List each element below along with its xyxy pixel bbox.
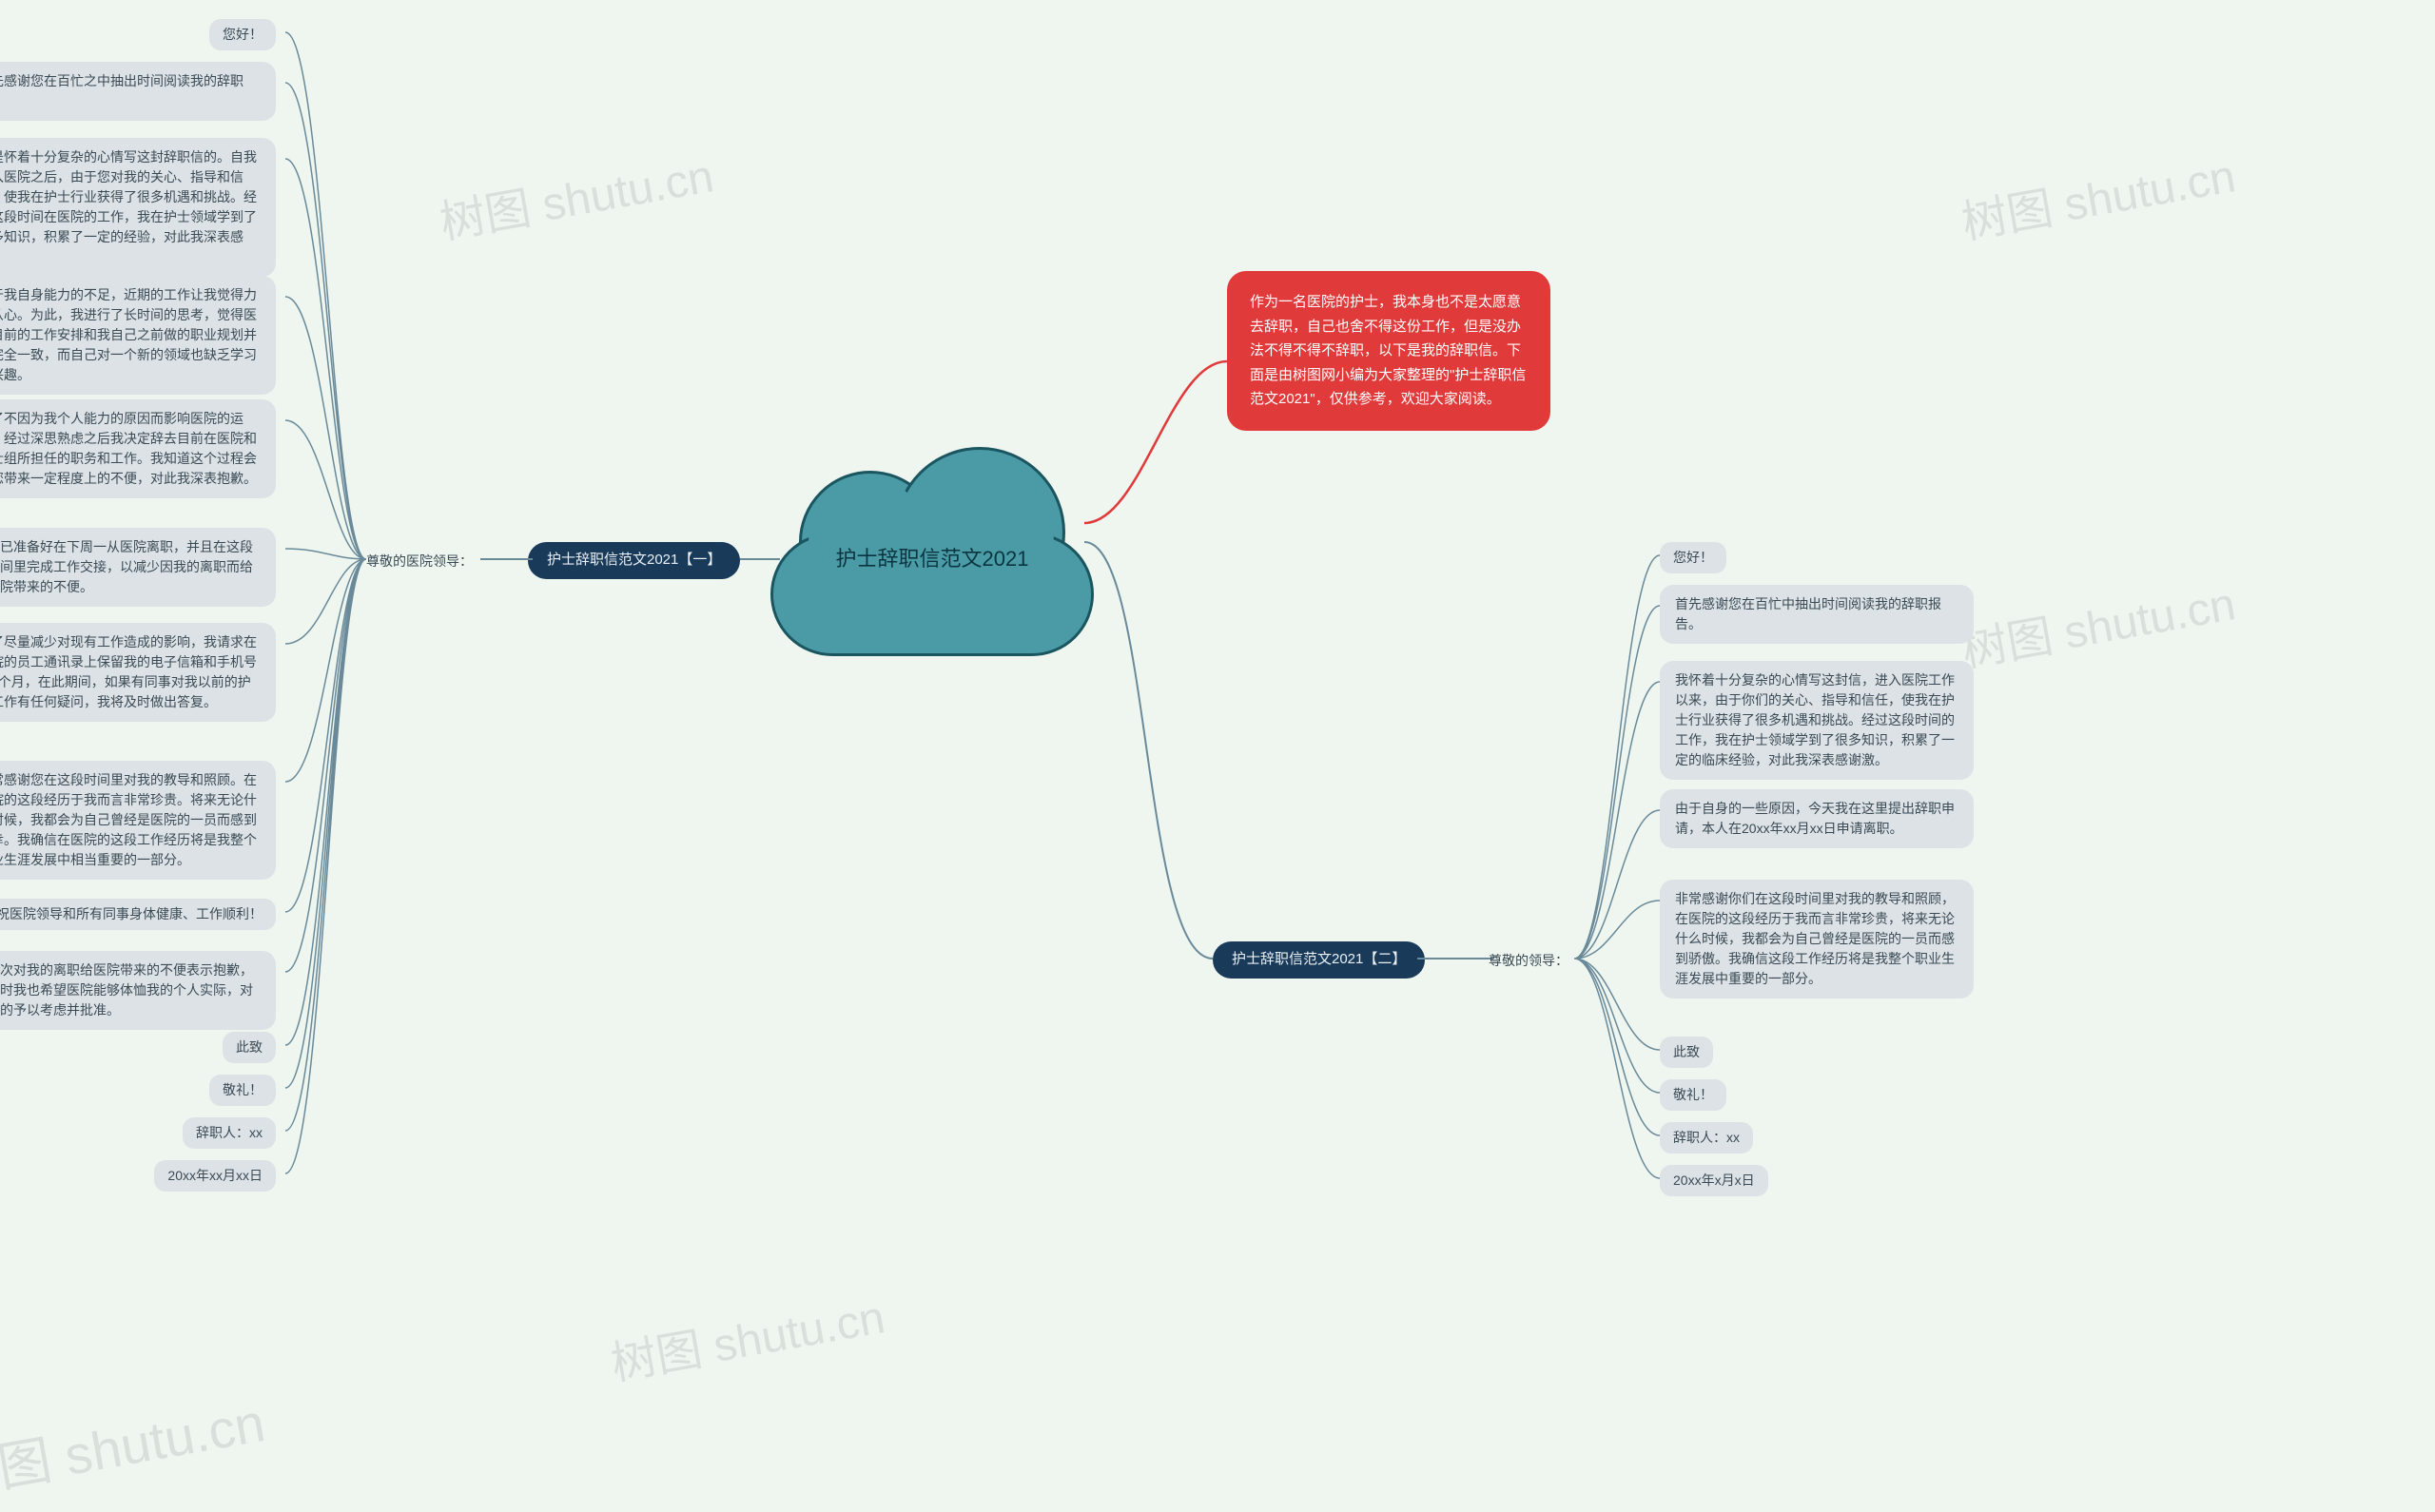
list-item: 祝医院领导和所有同事身体健康、工作顺利！	[0, 899, 276, 930]
center-title: 护士辞职信范文2021	[761, 542, 1103, 572]
list-item: 由于我自身能力的不足，近期的工作让我觉得力不从心。为此，我进行了长时间的思考，觉…	[0, 276, 276, 395]
list-item: 此致	[223, 1032, 276, 1063]
right-fan-connector	[1574, 542, 1660, 1208]
letter1-salutation: 尊敬的医院领导：	[366, 552, 473, 572]
list-item: 我怀着十分复杂的心情写这封信，进入医院工作以来，由于你们的关心、指导和信任，使我…	[1660, 661, 1974, 780]
watermark: 树图 shutu.cn	[1956, 138, 2240, 251]
letter1-title: 护士辞职信范文2021【一】	[528, 542, 740, 579]
letter2-salutation: 尊敬的领导：	[1489, 951, 1568, 971]
list-item: 首先感谢您在百忙中抽出时间阅读我的辞职报告。	[1660, 585, 1974, 644]
list-item: 非常感谢您在这段时间里对我的教导和照顾。在医院的这段经历于我而言非常珍贵。将来无…	[0, 761, 276, 880]
letter2-title: 护士辞职信范文2021【二】	[1213, 941, 1425, 979]
connector	[1417, 951, 1493, 970]
connector	[480, 552, 533, 571]
watermark: 树图 shutu.cn	[0, 1380, 270, 1512]
watermark: 树图 shutu.cn	[434, 138, 718, 251]
list-item: 您好！	[209, 19, 276, 50]
list-item: 辞职人：xx	[183, 1117, 276, 1149]
list-item: 辞职人：xx	[1660, 1122, 1753, 1153]
connector	[1084, 342, 1237, 533]
list-item: 敬礼！	[209, 1075, 276, 1106]
watermark: 树图 shutu.cn	[1956, 566, 2240, 679]
list-item: 再次对我的离职给医院带来的不便表示抱歉，同时我也希望医院能够体恤我的个人实际，对…	[0, 951, 276, 1030]
list-item: 为了尽量减少对现有工作造成的影响，我请求在医院的员工通讯录上保留我的电子信箱和手…	[0, 623, 276, 722]
list-item: 非常感谢你们在这段时间里对我的教导和照顾，在医院的这段经历于我而言非常珍贵，将来…	[1660, 880, 1974, 998]
left-fan-connector	[285, 19, 371, 1198]
center-cloud: 护士辞职信范文2021	[761, 447, 1103, 656]
list-item: 此致	[1660, 1037, 1713, 1068]
connector	[1084, 533, 1218, 970]
list-item: 首先感谢您在百忙之中抽出时间阅读我的辞职信。	[0, 62, 276, 121]
list-item: 20xx年x月x日	[1660, 1165, 1768, 1196]
list-item: 敬礼！	[1660, 1079, 1726, 1111]
red-intro: 作为一名医院的护士，我本身也不是太愿意去辞职，自己也舍不得这份工作，但是没办法不…	[1227, 271, 1550, 431]
list-item: 为了不因为我个人能力的原因而影响医院的运作，经过深思熟虑之后我决定辞去目前在医院…	[0, 399, 276, 498]
watermark: 树图 shutu.cn	[605, 1279, 889, 1392]
list-item: 您好！	[1660, 542, 1726, 573]
list-item: 我是怀着十分复杂的心情写这封辞职信的。自我进入医院之后，由于您对我的关心、指导和…	[0, 138, 276, 277]
list-item: 由于自身的一些原因，今天我在这里提出辞职申请，本人在20xx年xx月xx日申请离…	[1660, 789, 1974, 848]
list-item: 我已准备好在下周一从医院离职，并且在这段时间里完成工作交接，以减少因我的离职而给…	[0, 528, 276, 607]
list-item: 20xx年xx月xx日	[154, 1160, 276, 1192]
